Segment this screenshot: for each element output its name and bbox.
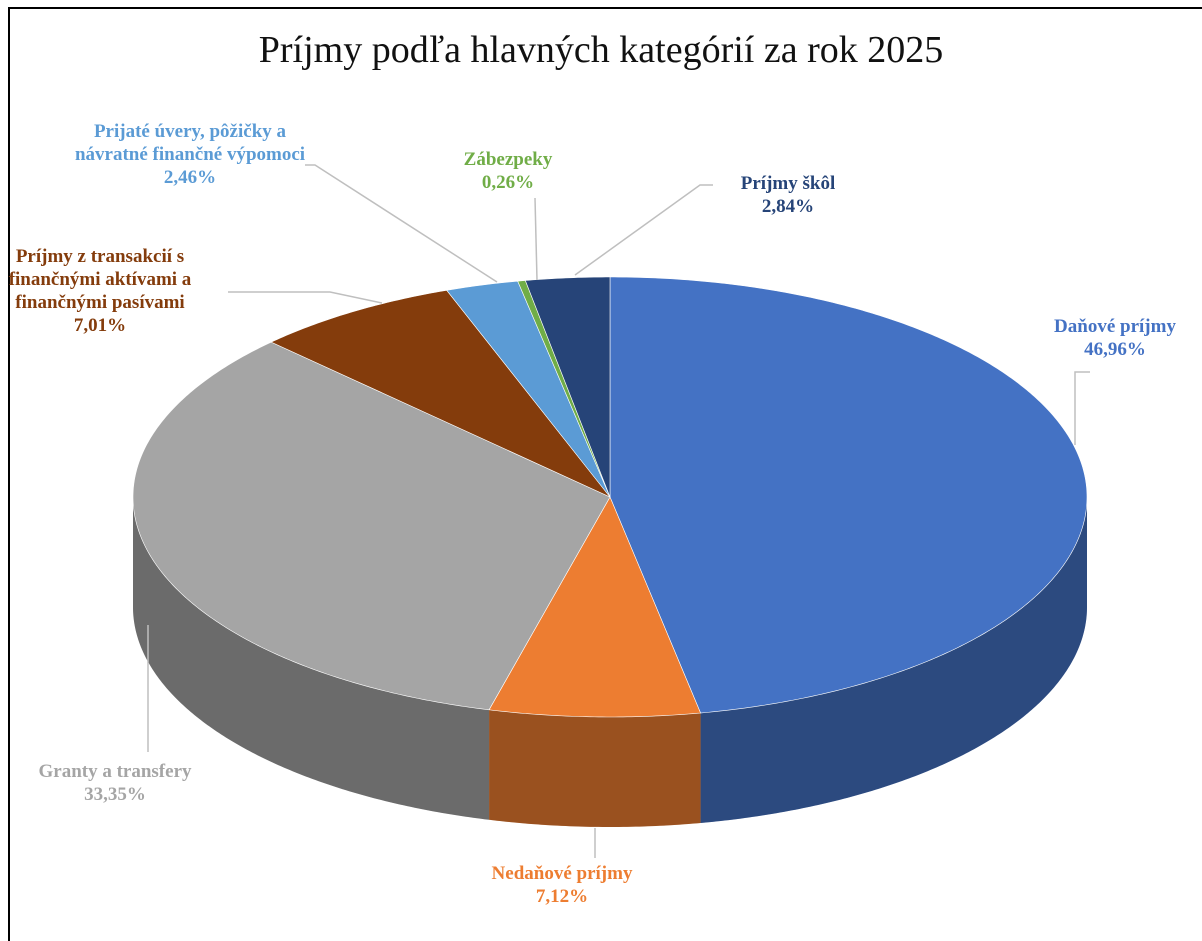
label-name: Príjmy škôl: [740, 173, 836, 194]
slice: [446, 280, 611, 498]
slice-side: [489, 709, 701, 827]
data-label: Nedaňové príjmy 7,12%: [442, 862, 682, 908]
label-name: Granty a transfery: [38, 761, 192, 782]
frame: [8, 7, 1202, 941]
data-label: Príjmy z transakcií s finančnými aktívam…: [0, 245, 220, 337]
slice: [270, 289, 611, 498]
slice: [609, 276, 1088, 714]
data-label: Zábezpeky 0,26%: [433, 148, 583, 194]
label-value: 7,12%: [535, 886, 589, 907]
slice: [488, 496, 701, 718]
chart-title: Príjmy podľa hlavných kategórií za rok 2…: [258, 29, 944, 71]
slice-side-shade: [489, 709, 701, 827]
label-name: Zábezpeky: [463, 149, 553, 170]
label-value: 2,84%: [761, 196, 815, 217]
data-label: Príjmy škôl 2,84%: [708, 172, 868, 218]
label-value: 7,01%: [73, 315, 127, 336]
leader-line: [574, 184, 713, 276]
label-name: Nedaňové príjmy: [491, 863, 633, 884]
leader-line: [228, 291, 383, 304]
slice-side: [700, 497, 1087, 823]
label-name: Daňové príjmy: [1054, 316, 1176, 337]
data-label: Prijaté úvery, pôžičky a návratné finanč…: [60, 120, 320, 189]
label-name: Príjmy z transakcií s finančnými aktívam…: [8, 246, 192, 313]
label-value: 2,46%: [163, 167, 217, 188]
slice: [132, 341, 611, 711]
data-label: Granty a transfery 33,35%: [5, 760, 225, 806]
label-value: 46,96%: [1084, 339, 1146, 360]
data-label: Daňové príjmy 46,96%: [1020, 315, 1202, 361]
label-value: 0,26%: [481, 172, 535, 193]
label-value: 33,35%: [84, 784, 146, 805]
leader-line: [1074, 371, 1090, 445]
label-name: Prijaté úvery, pôžičky a návratné finanč…: [74, 121, 306, 165]
slice-side-shade: [700, 497, 1087, 823]
leader-line: [534, 197, 538, 281]
slice-side: [133, 497, 490, 820]
slice-side-shade: [133, 497, 490, 820]
leader-line: [305, 164, 498, 283]
